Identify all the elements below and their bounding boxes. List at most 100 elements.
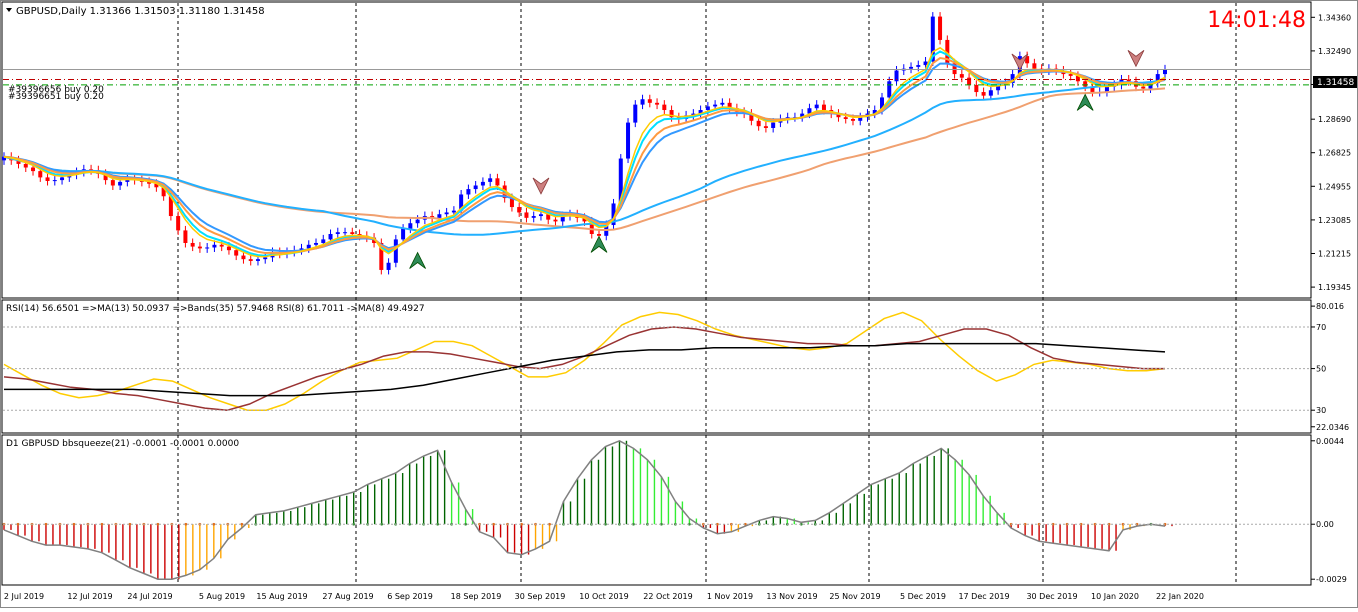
candle-body (959, 74, 964, 78)
squeeze-dot (604, 522, 607, 526)
rsi-line-yellow (3, 311, 1166, 411)
candle-body (771, 122, 776, 128)
squeeze-dot (520, 522, 523, 526)
candle-body (219, 244, 224, 247)
dropdown-triangle-icon[interactable] (6, 8, 12, 12)
candle-body (821, 104, 826, 111)
candle-body (858, 117, 863, 121)
squeeze-dot (827, 522, 831, 526)
squeeze-dot (380, 522, 384, 526)
candle-body (321, 239, 326, 243)
candle-body (749, 113, 754, 121)
candle-body (306, 244, 311, 249)
squeeze-dot (296, 522, 300, 526)
x-axis-label: 5 Aug 2019 (199, 592, 245, 601)
candle-body (727, 102, 732, 109)
candle-body (1083, 81, 1088, 87)
buy-signal-arrow-icon (409, 251, 426, 269)
candle-body (125, 179, 130, 182)
rsi-line-black (4, 342, 1166, 397)
rsi-tick-label: 80.016 (1316, 302, 1344, 311)
candle-body (691, 113, 696, 116)
candle-body (2, 156, 6, 161)
squeeze-dot (799, 522, 803, 526)
candle-body (611, 203, 616, 226)
squeeze-dot (1107, 522, 1111, 526)
candle-body (350, 232, 355, 235)
candle-body (589, 221, 594, 235)
squeeze-dot (72, 522, 76, 526)
candle-body (1090, 86, 1095, 93)
price-panel (1, 1, 1312, 299)
candle-body (190, 242, 195, 247)
squeeze-panel (1, 434, 1312, 586)
candle-body (161, 187, 166, 197)
candle-body (930, 16, 935, 62)
candle-body (626, 122, 631, 159)
x-axis-label: 10 Jan 2020 (1091, 592, 1139, 601)
candle-body (923, 61, 928, 66)
candle-body (16, 160, 21, 164)
candle-body (909, 66, 914, 69)
squeeze-tick-label: -0.0029 (1316, 575, 1347, 584)
current-price-tag (1313, 76, 1357, 88)
x-axis-label: 1 Nov 2019 (707, 592, 753, 601)
candle-body (1163, 69, 1167, 75)
rsi-tick-label: 30 (1316, 406, 1326, 415)
squeeze-dot (240, 522, 244, 526)
squeeze-dot (743, 522, 747, 526)
x-axis-label: 22 Jan 2020 (1156, 592, 1204, 601)
x-axis-label: 25 Nov 2019 (829, 592, 880, 601)
candle-body (118, 181, 123, 186)
candle-body (52, 180, 57, 182)
candle-body (698, 110, 703, 114)
candle-body (1068, 74, 1073, 76)
squeeze-tick-label: 0.00 (1316, 520, 1334, 529)
candle-body (850, 119, 855, 121)
candle-body (916, 65, 921, 67)
candle-body (582, 217, 587, 222)
candle-body (154, 183, 159, 188)
candle-body (662, 104, 667, 111)
candle-body (1104, 86, 1109, 93)
candle-body (1148, 83, 1153, 89)
candle-body (168, 196, 173, 217)
candle-body (263, 257, 268, 260)
squeeze-dot (1135, 522, 1139, 526)
sell-signal-arrow-icon (1011, 53, 1029, 71)
candle-body (415, 219, 420, 224)
candle-body (880, 97, 885, 111)
candle-body (800, 113, 805, 118)
rsi-panel (1, 299, 1312, 434)
x-axis-label: 30 Sep 2019 (515, 592, 566, 601)
candle-body (379, 242, 384, 270)
candle-body (836, 113, 841, 118)
candle-body (444, 212, 449, 215)
squeeze-dot (855, 522, 859, 526)
candle-body (546, 214, 551, 220)
squeeze-dot (967, 522, 971, 526)
trade-line-label-2[interactable]: #39396651 buy 0.20 (8, 92, 104, 102)
candle-body (459, 194, 464, 211)
candle-body (437, 214, 442, 218)
price-series-layer (2, 12, 1310, 275)
x-axis-label: 6 Sep 2019 (387, 592, 433, 601)
candle-body (952, 63, 957, 75)
candle-body (669, 110, 674, 118)
squeeze-dot (44, 522, 48, 526)
x-axis-label: 12 Jul 2019 (67, 592, 112, 601)
rsi-tick-label: 70 (1316, 323, 1326, 332)
candle-body (560, 216, 565, 222)
trade-line-label-1[interactable]: #39396656 buy 0.20 (8, 85, 104, 95)
candle-body (343, 232, 348, 234)
candle-body (255, 259, 260, 261)
price-tick-label: 1.23085 (1318, 216, 1351, 225)
candle-body (843, 117, 848, 120)
candle-body (212, 244, 217, 248)
candle-body (314, 242, 319, 245)
candle-body (938, 16, 943, 40)
candle-body (183, 230, 188, 243)
symbol-info: GBPUSD,Daily 1.31366 1.31503 1.31180 1.3… (16, 6, 265, 17)
squeeze-dot (408, 522, 412, 526)
